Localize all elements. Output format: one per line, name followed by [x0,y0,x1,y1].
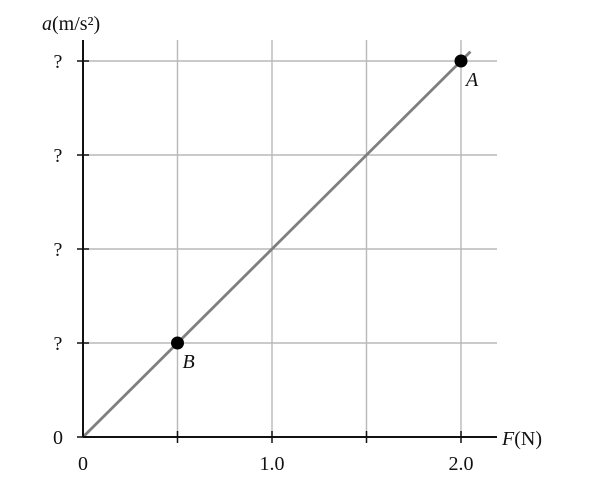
data-points: AB [171,54,479,373]
y-tick-label: ? [54,51,63,73]
point-label-b: B [183,351,195,373]
x-tick-label: 1.0 [260,453,285,475]
x-tick-label: 0 [78,453,88,475]
grid [83,40,497,437]
point-label-a: A [464,69,479,91]
x-axis-title: F(N) [501,428,542,450]
trend-line [82,50,472,438]
ticks: 0???? 0 1.0 2.0 [53,51,474,475]
x-tick-label: 2.0 [449,453,474,475]
y-axis-title: a(m/s²) [42,13,100,35]
y-tick-label: ? [54,145,63,167]
point-a [454,54,468,68]
y-tick-label: ? [54,333,63,355]
y-tick-label: 0 [53,427,63,449]
trend-line-group [82,50,472,438]
y-tick-label: ? [54,239,63,261]
axes [82,40,497,438]
point-b [171,336,184,350]
